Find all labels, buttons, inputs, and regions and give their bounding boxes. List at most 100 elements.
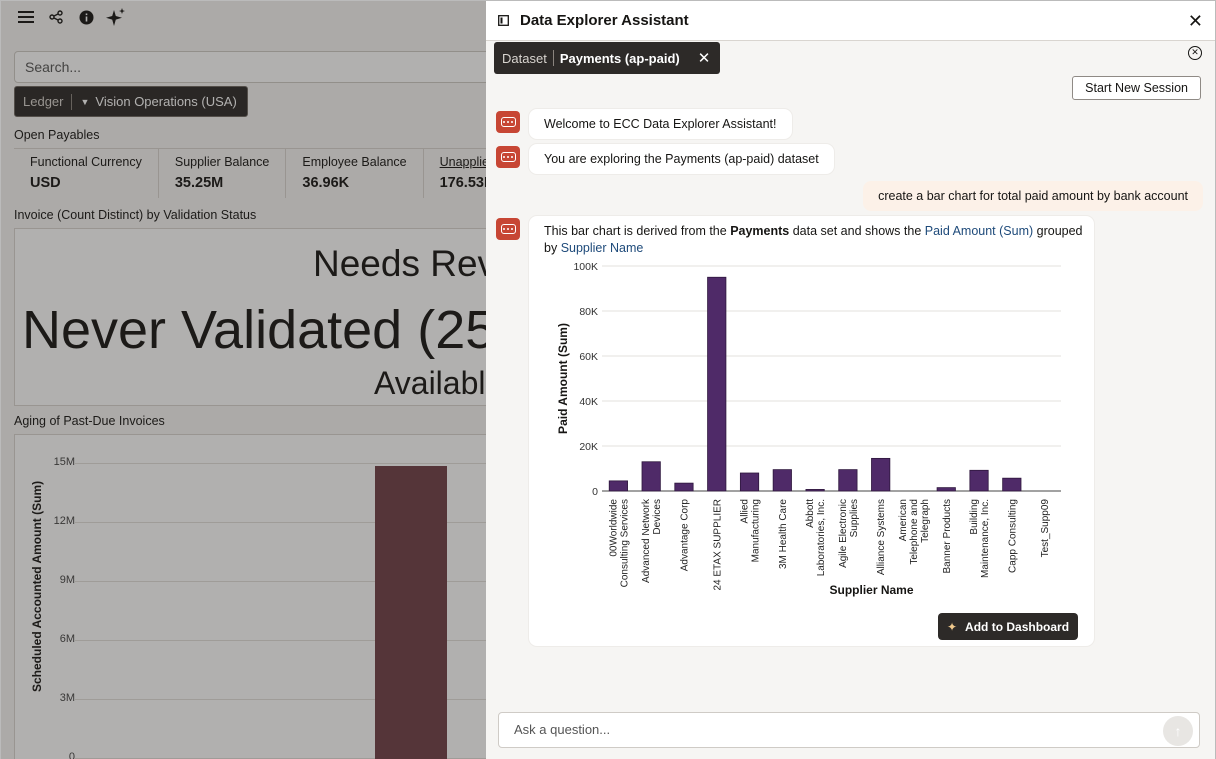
word-cloud-term[interactable]: Never Validated (25 — [22, 300, 486, 360]
bot-avatar-icon — [496, 218, 520, 240]
bot-message-welcome: Welcome to ECC Data Explorer Assistant! — [529, 109, 792, 139]
y-tick-label: 60K — [579, 351, 598, 363]
remove-dataset-icon[interactable]: ✕ — [697, 50, 711, 67]
dataset-chip-value: Payments (ap-paid) — [559, 50, 680, 66]
x-tick-label: 3M Health Care — [778, 499, 789, 569]
ledger-filter-label: Ledger — [23, 94, 64, 109]
kpi-value: 36.96K — [302, 175, 350, 191]
panel-header: Data Explorer Assistant ✕ — [486, 1, 1215, 41]
kpi-label: Functional Currency — [30, 155, 142, 169]
bot-chart-response: This bar chart is derived from the Payme… — [529, 216, 1094, 646]
add-to-dashboard-label: Add to Dashboard — [965, 619, 1070, 634]
y-tick-label: 3M — [59, 692, 75, 704]
x-tick-label: 24 ETAX SUPPLIER — [712, 499, 723, 591]
chart-bar[interactable] — [838, 469, 858, 492]
y-tick-label: 12M — [53, 515, 75, 527]
chip-divider — [71, 93, 73, 110]
chart-bar[interactable] — [871, 457, 891, 492]
chart-bar[interactable] — [772, 469, 792, 492]
x-tick-label: AmericanTelephone andTelegraph — [898, 499, 931, 565]
bot-avatar-icon — [496, 111, 520, 133]
x-tick-label: Advanced NetworkDevices — [641, 498, 663, 583]
start-new-session-button[interactable]: Start New Session — [1072, 76, 1201, 100]
panel-title: Data Explorer Assistant — [520, 12, 689, 29]
bot-avatar-icon — [496, 146, 520, 168]
desc-dataset-name: Payments — [730, 224, 790, 238]
dataset-chip[interactable]: Dataset Payments (ap-paid) ✕ — [494, 42, 721, 74]
kpi-supplier-balance: Supplier Balance 35.25M — [159, 149, 287, 198]
ask-question-input[interactable]: Ask a question... ↑ — [498, 712, 1200, 748]
y-tick-label: 40K — [579, 396, 598, 408]
y-tick-label: 0 — [68, 751, 75, 759]
aging-chart-title: Aging of Past-Due Invoices — [14, 414, 165, 428]
desc-measure-name: Paid Amount (Sum) — [924, 224, 1034, 238]
desc-dimension-name: Supplier Name — [560, 240, 644, 255]
ledger-filter-chip[interactable]: Ledger ▼ Vision Operations (USA) — [14, 86, 248, 117]
chart-bar[interactable] — [608, 480, 628, 492]
dashboard-toolbar — [11, 5, 131, 29]
kpi-value: USD — [30, 175, 61, 191]
x-tick-label: 00WorldwideConsulting Services — [608, 499, 630, 588]
desc-text: This bar chart is derived from the — [544, 224, 731, 238]
gridline — [75, 463, 486, 464]
kpi-label: Supplier Balance — [174, 155, 270, 169]
desc-text: grouped by — [544, 224, 1083, 255]
share-icon[interactable] — [41, 5, 71, 29]
send-arrow-icon[interactable]: ↑ — [1163, 716, 1193, 746]
ai-sparkle-icon[interactable] — [101, 5, 131, 29]
y-tick-label: 100K — [573, 261, 598, 273]
word-cloud-term[interactable]: Needs Reva — [313, 243, 486, 284]
dashboard-background: Search... Ledger ▼ Vision Operations (US… — [0, 0, 486, 759]
x-tick-label: Agile ElectronicSupplies — [838, 499, 860, 568]
chart-bar[interactable] — [707, 276, 727, 492]
y-tick-label: 9M — [59, 574, 75, 586]
ledger-filter-value: Vision Operations (USA) — [95, 94, 237, 109]
chart-bar[interactable] — [641, 461, 661, 492]
x-tick-label: Banner Products — [942, 499, 953, 574]
chart-bar[interactable] — [805, 489, 825, 492]
chevron-down-icon[interactable]: ▼ — [80, 96, 90, 107]
x-tick-label: Advantage Corp — [679, 499, 690, 572]
add-to-dashboard-button[interactable]: ✦ Add to Dashboard — [938, 613, 1078, 640]
gridline — [75, 522, 486, 523]
close-icon[interactable]: ✕ — [1187, 11, 1203, 31]
gridline — [75, 699, 486, 700]
y-tick-label: 80K — [579, 306, 598, 318]
y-tick-label: 20K — [579, 441, 598, 453]
x-tick-label: Alliance Systems — [876, 499, 887, 575]
chart-bar[interactable] — [936, 487, 956, 492]
chart-bar[interactable] — [739, 472, 760, 492]
kpi-unapplied[interactable]: Unapplied P 176.53K — [424, 149, 486, 198]
x-tick-label: AlliedManufacturing — [740, 499, 762, 562]
bot-message-dataset: You are exploring the Payments (ap-paid)… — [529, 144, 834, 174]
kpi-functional-currency: Functional Currency USD — [14, 149, 159, 198]
aging-bar[interactable] — [375, 466, 447, 759]
y-axis-label: Paid Amount (Sum) — [556, 323, 570, 434]
chart-bar[interactable] — [969, 469, 989, 492]
dock-panel-icon[interactable] — [498, 13, 509, 31]
y-tick-label: 6M — [59, 633, 75, 645]
invoice-word-cloud: Needs Reva Never Validated (25 Availabl — [14, 228, 486, 406]
chart-bar[interactable] — [1002, 477, 1022, 492]
supplier-bar-chart: 0 20K 40K 60K 80K 100K Paid Amount (Sum) 00Worl… — [556, 261, 1061, 597]
assistant-panel: Data Explorer Assistant ✕ Dataset Paymen… — [486, 0, 1216, 759]
menu-icon[interactable] — [11, 5, 41, 29]
clear-circle-icon[interactable]: ✕ — [1188, 46, 1202, 60]
invoice-chart-title: Invoice (Count Distinct) by Validation S… — [14, 208, 257, 222]
kpi-employee-balance: Employee Balance 36.96K — [286, 149, 424, 198]
ask-question-placeholder: Ask a question... — [514, 722, 611, 737]
kpi-label: Employee Balance — [302, 155, 407, 169]
info-icon[interactable] — [71, 5, 101, 29]
dashboard-search-input[interactable]: Search... — [14, 51, 486, 83]
chart-bar[interactable] — [674, 482, 694, 492]
user-message: create a bar chart for total paid amount… — [863, 181, 1203, 211]
sparkle-icon: ✦ — [946, 619, 958, 634]
y-tick-label: 0 — [592, 486, 598, 498]
x-tick-label: AbbottLaboratories, Inc. — [805, 499, 827, 576]
gridline — [75, 581, 486, 582]
chip-divider — [552, 50, 554, 66]
open-payables-title: Open Payables — [14, 128, 100, 142]
word-cloud-term[interactable]: Availabl — [374, 365, 486, 401]
x-tick-label: BuildingMaintenance, Inc. — [969, 499, 991, 578]
kpi-label[interactable]: Unapplied P — [439, 155, 486, 169]
